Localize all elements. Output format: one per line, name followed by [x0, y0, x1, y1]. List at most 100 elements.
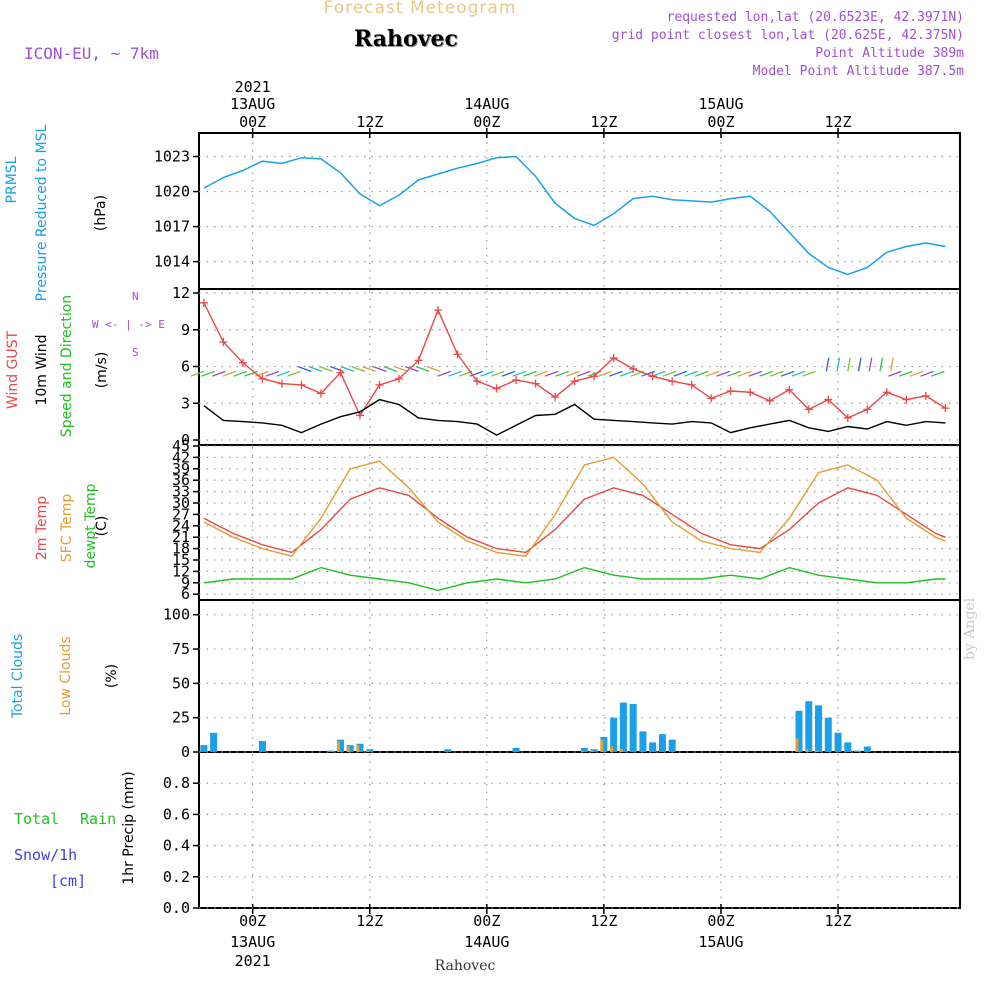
wind-direction-arrow — [437, 370, 451, 377]
wind-direction-arrow — [770, 370, 784, 377]
wind-direction-arrow — [737, 370, 752, 377]
wind-direction-arrow — [340, 366, 355, 373]
low-clouds-bar — [356, 745, 360, 752]
wind-direction-arrow — [802, 370, 816, 377]
wind-gust-marker — [473, 377, 482, 386]
wind-direction-arrow — [233, 370, 248, 377]
wind-direction-arrow — [684, 370, 698, 377]
total-clouds-bar — [668, 739, 676, 752]
temp-ytick-label: 45 — [172, 437, 190, 455]
wind-gust-marker — [882, 388, 891, 397]
requested-coordinates: requested lon,lat (20.6523E, 42.3971N) — [666, 10, 964, 25]
compass-north: N — [132, 290, 139, 303]
wind-gust-marker — [355, 411, 364, 420]
top-time-tick-label: 00Z — [473, 113, 500, 131]
pressure-series-line — [203, 155, 946, 276]
wind-direction-arrow — [705, 370, 720, 377]
top-year-label: 2021 — [235, 78, 271, 96]
wind-direction-arrow — [748, 370, 763, 377]
temp-ytick-label: 39 — [172, 460, 190, 478]
total-clouds-bar — [805, 701, 813, 752]
total-clouds-bar — [600, 736, 608, 752]
temp-ytick-label: 24 — [172, 517, 190, 535]
low-clouds-bar — [815, 750, 819, 752]
top-time-tick-label: 00Z — [239, 113, 266, 131]
low-clouds-bar — [366, 750, 370, 752]
wind-direction-arrow — [836, 357, 841, 372]
pressure-ytick-label: 1014 — [154, 253, 190, 271]
total-clouds-bar — [619, 702, 627, 752]
wind-direction-arrow — [857, 357, 862, 372]
precip-ytick-label: 0.4 — [163, 837, 190, 855]
clouds-ytick-label: 25 — [172, 709, 190, 727]
low-clouds-bar — [795, 738, 799, 752]
temp-2m-line — [203, 487, 946, 554]
total-clouds-bar — [863, 746, 871, 752]
wind-gust-marker — [297, 380, 306, 389]
wind-direction-arrow — [598, 370, 612, 377]
total-clouds-bar — [327, 750, 335, 752]
wind-gust-marker — [414, 356, 423, 365]
wind-gust-marker — [726, 387, 735, 395]
total-clouds-bar — [844, 742, 852, 752]
wind-gust-marker — [395, 374, 404, 383]
wind-direction-arrow — [780, 370, 795, 377]
wind-gust-marker — [609, 353, 618, 362]
wind-direction-arrow — [469, 370, 484, 377]
wind-gust-marker — [804, 405, 813, 414]
wind-direction-arrow — [759, 370, 773, 377]
total-clouds-bar — [824, 717, 832, 752]
wind-gust-marker — [824, 395, 833, 404]
wind-direction-arrow — [319, 366, 333, 373]
temp-dewpt-line — [203, 566, 946, 592]
wind-gust-marker — [765, 396, 774, 405]
bottom-date-label: 15AUG — [698, 933, 743, 951]
wind-ytick-label: 9 — [181, 321, 190, 339]
low-clouds-bar — [619, 749, 623, 752]
wind-gust-marker — [707, 394, 716, 403]
wind-direction-arrow — [490, 370, 505, 377]
total-clouds-bar — [512, 747, 520, 752]
temp-ytick-label: 36 — [172, 471, 190, 489]
total-clouds-bar — [356, 743, 364, 752]
precip-panel-frame — [198, 751, 961, 909]
total-clouds-bar — [649, 742, 657, 752]
wind-direction-arrow — [920, 370, 934, 377]
total-clouds-bar — [610, 717, 618, 752]
wind-direction-arrow — [211, 370, 226, 377]
low-clouds-bar — [610, 746, 614, 752]
wind-direction-arrow — [405, 366, 419, 373]
wind-gust-marker — [687, 380, 696, 389]
total-clouds-bar — [366, 749, 374, 752]
clouds-ytick-label: 0 — [181, 743, 190, 761]
total-clouds-bar — [590, 749, 598, 752]
wind-10m-line — [203, 398, 946, 436]
wind-ytick-label: 0 — [181, 431, 190, 449]
top-time-tick-label: 12Z — [356, 113, 383, 131]
wind-direction-arrow — [931, 370, 945, 377]
wind-direction-arrow — [576, 370, 591, 377]
precip-ytick-label: 0.2 — [163, 868, 190, 886]
bottom-place-name: Rahovec — [434, 958, 496, 974]
wind-gust-marker — [590, 372, 599, 381]
wind-gust-marker — [668, 377, 677, 386]
wind-direction-arrow — [330, 366, 344, 373]
wind-gust-marker — [492, 384, 501, 393]
wind-ytick-label: 3 — [181, 394, 190, 412]
wind-direction-arrow — [297, 366, 312, 373]
wind-direction-arrow — [480, 370, 494, 377]
wind-direction-arrow — [222, 370, 237, 377]
top-date-label: 13AUG — [230, 95, 275, 113]
wind-direction-arrow — [276, 370, 290, 377]
wind-gust-marker — [785, 385, 794, 394]
wind-direction-arrow — [694, 370, 709, 377]
wind-gust-marker — [336, 368, 345, 377]
wind-direction-arrow — [662, 370, 677, 377]
precip-label-total: Total — [14, 810, 60, 828]
compass-south: S — [132, 346, 139, 359]
temp-ytick-label: 18 — [172, 540, 190, 558]
bottom-date-label: 14AUG — [464, 933, 509, 951]
top-date-label: 14AUG — [464, 95, 509, 113]
top-date-label: 15AUG — [698, 95, 743, 113]
wind-direction-arrow — [847, 357, 851, 372]
